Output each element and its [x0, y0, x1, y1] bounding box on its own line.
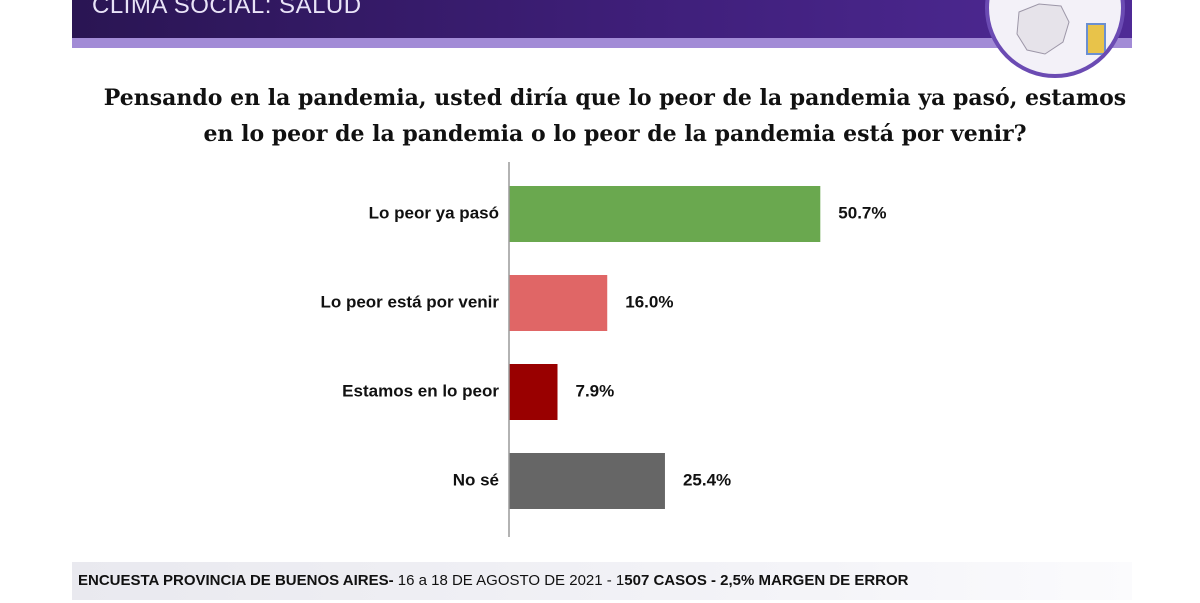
bar-3: [509, 364, 558, 420]
footer-bold-1: ENCUESTA PROVINCIA DE BUENOS AIRES-: [78, 572, 394, 589]
header-stripe: [72, 38, 1132, 48]
category-label-3: Estamos en lo peor: [342, 381, 499, 400]
value-label-3: 7.9%: [576, 381, 615, 400]
footer-note: ENCUESTA PROVINCIA DE BUENOS AIRES- 16 a…: [78, 572, 909, 589]
category-label-1: Lo peor ya pasó: [369, 203, 499, 222]
footer-regular: 16 a 18 DE AGOSTO DE 2021 - 1: [393, 572, 625, 589]
value-label-1: 50.7%: [838, 203, 886, 222]
map-outline-icon: [1016, 3, 1070, 55]
flag-icon: [1086, 23, 1106, 55]
survey-question: Pensando en la pandemia, usted diría que…: [103, 85, 1127, 147]
header-bar: [72, 0, 1132, 38]
value-label-2: 16.0%: [625, 292, 673, 311]
bar-1: [509, 186, 821, 242]
value-label-4: 25.4%: [683, 470, 731, 489]
category-label-2: Lo peor está por venir: [320, 292, 499, 311]
bar-4: [509, 453, 665, 509]
category-label-4: No sé: [453, 470, 499, 489]
footer-bar: [72, 562, 1132, 600]
footer-bold-2: 507 CASOS - 2,5% MARGEN DE ERROR: [624, 572, 909, 589]
bar-2: [509, 275, 608, 331]
page-title: CLIMA SOCIAL: SALUD: [92, 0, 362, 19]
province-map-logo: [985, 0, 1125, 78]
